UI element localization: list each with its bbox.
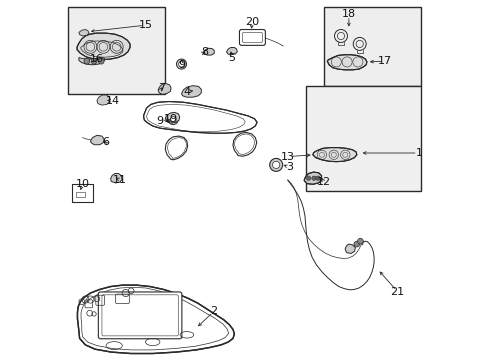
Text: 4: 4: [183, 87, 190, 97]
FancyBboxPatch shape: [239, 30, 265, 45]
Circle shape: [269, 158, 282, 171]
Circle shape: [272, 161, 279, 168]
Polygon shape: [143, 102, 257, 133]
Text: 8: 8: [201, 47, 208, 57]
Circle shape: [176, 59, 186, 69]
Text: 18: 18: [341, 9, 355, 19]
Polygon shape: [79, 30, 89, 36]
Circle shape: [357, 238, 363, 244]
Circle shape: [170, 117, 176, 122]
Bar: [72, 184, 92, 202]
Circle shape: [168, 114, 178, 125]
Polygon shape: [312, 148, 356, 162]
Text: 13: 13: [280, 152, 294, 162]
Circle shape: [311, 176, 316, 180]
Text: 12: 12: [316, 177, 330, 187]
Bar: [76, 192, 85, 197]
Text: 9: 9: [178, 60, 184, 70]
Circle shape: [91, 58, 97, 64]
Polygon shape: [158, 84, 171, 94]
Circle shape: [178, 61, 184, 67]
Bar: [305, 86, 420, 191]
Polygon shape: [77, 33, 130, 60]
Text: 7: 7: [158, 83, 165, 93]
Text: 21: 21: [389, 287, 404, 297]
Text: 9: 9: [156, 116, 163, 126]
Text: 3: 3: [285, 162, 292, 172]
Polygon shape: [204, 48, 214, 55]
Circle shape: [98, 58, 104, 64]
Circle shape: [353, 241, 359, 247]
Polygon shape: [345, 244, 355, 253]
Polygon shape: [165, 112, 179, 123]
Bar: [323, 7, 420, 86]
Text: 11: 11: [113, 175, 127, 185]
Polygon shape: [90, 135, 104, 145]
Polygon shape: [97, 95, 110, 105]
Polygon shape: [226, 48, 237, 55]
Polygon shape: [77, 285, 234, 354]
Polygon shape: [304, 172, 321, 184]
Text: 16: 16: [90, 54, 103, 64]
Text: 15: 15: [138, 20, 152, 30]
Text: 10: 10: [75, 179, 89, 189]
Text: 2: 2: [210, 306, 217, 316]
Polygon shape: [79, 58, 104, 65]
Text: 1: 1: [415, 148, 422, 158]
Bar: [72, 184, 93, 202]
Circle shape: [84, 58, 89, 64]
Polygon shape: [181, 86, 201, 97]
FancyBboxPatch shape: [98, 292, 182, 339]
Polygon shape: [326, 55, 366, 70]
Text: 19: 19: [163, 114, 178, 124]
Circle shape: [315, 176, 320, 180]
Bar: [68, 7, 165, 94]
Text: 20: 20: [244, 17, 258, 27]
Text: 17: 17: [377, 56, 391, 66]
Text: 6: 6: [102, 137, 109, 147]
Circle shape: [306, 176, 310, 180]
Text: 5: 5: [228, 53, 235, 63]
Polygon shape: [110, 174, 122, 183]
Text: 14: 14: [106, 96, 120, 106]
